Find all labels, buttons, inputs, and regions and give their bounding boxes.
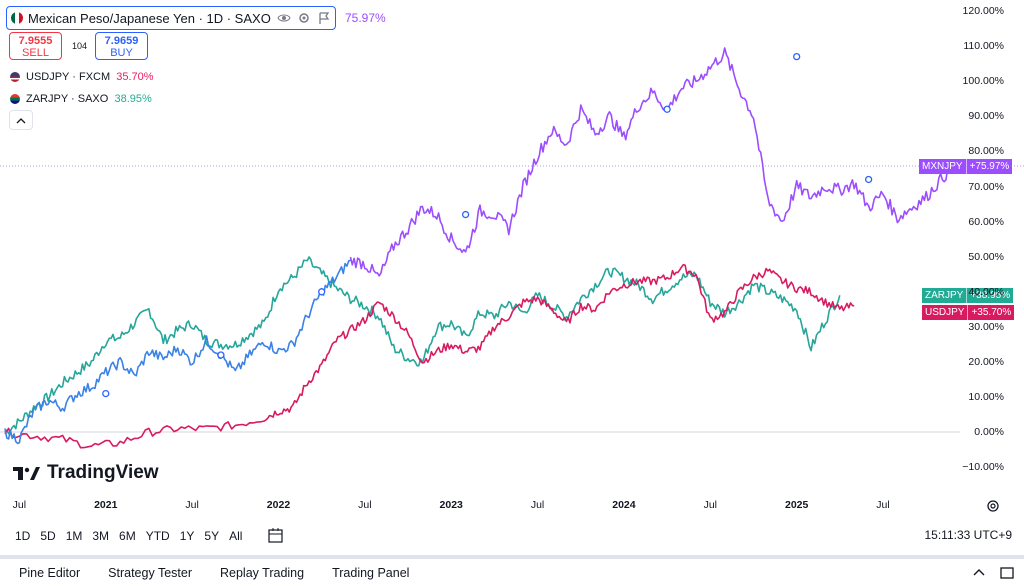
x-axis-tick-label: Jul — [185, 499, 199, 511]
event-marker-icon[interactable] — [217, 351, 225, 359]
mxnjpy-line-early[interactable] — [4, 259, 351, 445]
range-button-5y[interactable]: 5Y — [204, 529, 220, 543]
sell-label: SELL — [22, 47, 49, 59]
event-marker-icon[interactable] — [793, 52, 801, 61]
badge-value: +38.95% — [970, 290, 1011, 301]
tab-pine-editor[interactable]: Pine Editor — [19, 565, 81, 580]
x-axis-tick-label: 2025 — [784, 499, 809, 511]
sell-button[interactable]: 7.9555 SELL — [9, 32, 62, 60]
range-button-6m[interactable]: 6M — [119, 529, 136, 543]
x-axis-tick-label: 2024 — [612, 499, 636, 511]
x-axis-tick-label: Jul — [703, 499, 718, 511]
x-axis-tick-label: Jul — [876, 499, 890, 511]
sell-price: 7.9555 — [18, 35, 53, 47]
mexico-flag-icon — [11, 12, 23, 24]
y-axis-tick-label: 30.00% — [968, 320, 1004, 333]
gear-icon[interactable] — [986, 499, 1000, 513]
event-marker-icon[interactable] — [663, 105, 671, 113]
buy-label: BUY — [110, 47, 133, 59]
collapse-legend-button[interactable] — [9, 110, 33, 130]
x-axis-tick-label: 2023 — [439, 499, 463, 511]
x-axis-tick-label: Jul — [358, 499, 372, 511]
range-button-1y[interactable]: 1Y — [179, 529, 195, 543]
badge-name: USDJPY — [925, 305, 969, 320]
series-group — [4, 47, 956, 449]
range-button-all[interactable]: All — [229, 529, 243, 543]
us-flag-icon — [10, 72, 20, 82]
badge-name: MXNJPY — [922, 159, 967, 174]
y-axis-tick-label: 20.00% — [968, 356, 1004, 368]
tab-strategy-tester[interactable]: Strategy Tester — [108, 565, 192, 580]
y-axis-tick-label: 60.00% — [968, 215, 1004, 228]
range-buttons: 1D 5D 1M 3M 6M YTD 1Y 5Y All — [10, 529, 247, 543]
mxnjpy-badge: MXNJPY +75.97% — [919, 159, 1013, 174]
change-percent: 75.97% — [345, 11, 386, 25]
badge-value: +35.70% — [971, 307, 1012, 318]
y-axis-tick-label: 90.00% — [968, 110, 1004, 123]
range-button-5d[interactable]: 5D — [40, 529, 56, 543]
x-axis-tick-label: Jul — [12, 499, 27, 511]
spread-value: 104 — [72, 41, 88, 51]
x-axis-tick-label: 2021 — [94, 499, 118, 511]
legend-value: 35.70% — [116, 71, 154, 83]
range-button-3m[interactable]: 3M — [92, 529, 110, 543]
buy-price: 7.9659 — [104, 35, 139, 47]
calendar-goto-icon[interactable] — [267, 527, 285, 545]
x-axis-tick-label: Jul — [530, 499, 545, 511]
event-marker-icon[interactable] — [864, 175, 873, 184]
y-axis-tick-label: 120.00% — [962, 5, 1004, 17]
event-marker-icon[interactable] — [318, 288, 326, 296]
tab-replay-trading[interactable]: Replay Trading — [220, 565, 305, 580]
symbol-title[interactable]: Mexican Peso/Japanese Yen · 1D · SAXO — [28, 10, 271, 26]
event-marker-icon[interactable] — [102, 389, 110, 398]
price-chart[interactable] — [0, 0, 1024, 516]
zarjpy-line[interactable] — [4, 256, 841, 435]
settings-icon[interactable] — [297, 11, 311, 25]
legend-zarjpy[interactable]: ZARJPY · SAXO 38.95% — [10, 93, 152, 105]
bottom-panel-tabs: Pine Editor Strategy Tester Replay Trading… — [0, 555, 1024, 586]
tradingview-logo-icon — [13, 467, 40, 480]
tradingview-logo[interactable]: TradingView — [13, 462, 159, 484]
event-marker-icon[interactable] — [461, 210, 470, 219]
range-button-1m[interactable]: 1M — [65, 529, 83, 543]
y-axis-tick-label: 40.00% — [968, 285, 1004, 298]
chart-area[interactable] — [0, 0, 1024, 516]
y-axis-tick-label: 100.00% — [962, 75, 1004, 88]
tab-trading-panel[interactable]: Trading Panel — [332, 565, 410, 580]
y-axis-tick-label: 10.00% — [968, 391, 1004, 404]
y-axis-tick-label: −10.00% — [962, 461, 1004, 474]
za-flag-icon — [10, 94, 20, 104]
y-axis-tick-label: 80.00% — [968, 145, 1004, 158]
time-readout[interactable]: 15:11:33 UTC+9 — [924, 528, 1013, 542]
range-button-1d[interactable]: 1D — [15, 529, 31, 543]
badge-value: +75.97% — [969, 161, 1010, 172]
legend-label: ZARJPY · SAXO — [26, 93, 109, 105]
legend-label: USDJPY · FXCM — [26, 71, 111, 83]
date-range-toolbar: 1D 5D 1M 3M 6M YTD 1Y 5Y All — [0, 523, 1024, 549]
y-axis-tick-label: 0.00% — [974, 426, 1004, 439]
symbol-header[interactable]: Mexican Peso/Japanese Yen · 1D · SAXO — [6, 6, 336, 30]
chevron-up-icon — [16, 117, 26, 123]
y-axis-tick-label: 110.00% — [963, 40, 1004, 53]
panel-controls — [972, 567, 1014, 579]
badge-name: ZARJPY — [925, 288, 968, 303]
eye-icon[interactable] — [277, 11, 291, 25]
y-axis-tick-label: 70.00% — [968, 180, 1004, 193]
zarjpy-badge: ZARJPY +38.95% — [922, 288, 1014, 303]
x-axis-tick-label: 2022 — [266, 499, 291, 511]
flag-icon[interactable] — [317, 11, 331, 25]
usdjpy-badge: USDJPY +35.70% — [922, 305, 1015, 320]
chevron-up-icon[interactable] — [972, 567, 986, 577]
legend-value: 38.95% — [114, 93, 152, 105]
y-axis-tick-label: 50.00% — [968, 250, 1004, 263]
buy-button[interactable]: 7.9659 BUY — [95, 32, 148, 60]
range-button-ytd[interactable]: YTD — [145, 529, 170, 543]
mxnjpy-line[interactable] — [349, 47, 956, 277]
logo-text: TradingView — [47, 462, 159, 483]
usdjpy-line[interactable] — [4, 263, 855, 449]
tabs-container: Pine Editor Strategy Tester Replay Trading… — [0, 566, 418, 580]
legend-usdjpy[interactable]: USDJPY · FXCM 35.70% — [10, 71, 154, 83]
maximize-icon[interactable] — [1000, 567, 1014, 579]
